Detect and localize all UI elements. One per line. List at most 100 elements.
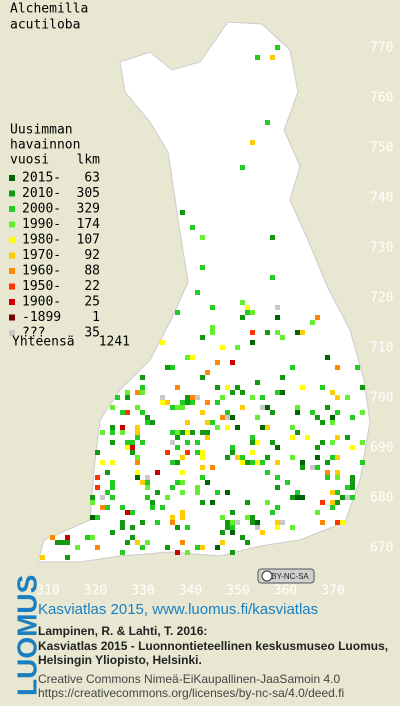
observation-square xyxy=(230,520,235,525)
observation-square xyxy=(200,465,205,470)
y-tick-label: 700 xyxy=(370,391,393,406)
observation-square xyxy=(190,225,195,230)
observation-square xyxy=(290,425,295,430)
observation-square xyxy=(220,415,225,420)
observation-square xyxy=(140,440,145,445)
legend-label: 2015- xyxy=(22,171,61,186)
observation-square xyxy=(230,550,235,555)
legend-label: ??? xyxy=(22,326,45,341)
observation-square xyxy=(300,385,305,390)
observation-square xyxy=(250,395,255,400)
observation-square xyxy=(165,495,170,500)
observation-square xyxy=(170,440,175,445)
observation-square xyxy=(295,495,300,500)
observation-square xyxy=(245,305,250,310)
observation-square xyxy=(275,390,280,395)
observation-square xyxy=(225,385,230,390)
observation-square xyxy=(350,415,355,420)
observation-square xyxy=(110,460,115,465)
observation-square xyxy=(325,405,330,410)
observation-square xyxy=(320,500,325,505)
legend-header: vuosi xyxy=(10,153,49,168)
observation-square xyxy=(180,540,185,545)
observation-square xyxy=(170,520,175,525)
observation-square xyxy=(140,410,145,415)
observation-square xyxy=(210,330,215,335)
observation-square xyxy=(95,450,100,455)
observation-square xyxy=(260,405,265,410)
observation-square xyxy=(240,460,245,465)
observation-square xyxy=(140,520,145,525)
observation-square xyxy=(320,520,325,525)
observation-square xyxy=(170,460,175,465)
observation-square xyxy=(240,300,245,305)
observation-square xyxy=(180,210,185,215)
legend-header: Uusimman xyxy=(10,123,73,138)
observation-square xyxy=(340,520,345,525)
observation-square xyxy=(345,495,350,500)
legend-swatch xyxy=(9,175,15,181)
observation-square xyxy=(130,440,135,445)
observation-square xyxy=(220,530,225,535)
observation-square xyxy=(255,440,260,445)
observation-square xyxy=(310,410,315,415)
legend-label: 1900- xyxy=(22,295,61,310)
observation-square xyxy=(40,555,45,560)
legend-count: 305 xyxy=(77,186,100,201)
observation-square xyxy=(115,395,120,400)
observation-square xyxy=(215,360,220,365)
observation-square xyxy=(250,460,255,465)
observation-square xyxy=(335,365,340,370)
observation-square xyxy=(180,400,185,405)
observation-square xyxy=(195,440,200,445)
observation-square xyxy=(180,490,185,495)
observation-square xyxy=(245,515,250,520)
observation-square xyxy=(170,365,175,370)
legend-swatch xyxy=(9,237,15,243)
headline: Kasviatlas 2015, www.luomus.fi/kasviatla… xyxy=(38,601,318,618)
license: https://creativecommons.org/licenses/by-… xyxy=(38,686,344,700)
observation-square xyxy=(50,535,55,540)
observation-square xyxy=(310,465,315,470)
citation: Kasviatlas 2015 - Luonnontieteellinen ke… xyxy=(38,639,388,653)
observation-square xyxy=(230,390,235,395)
observation-square xyxy=(170,485,175,490)
observation-square xyxy=(215,545,220,550)
observation-square xyxy=(330,420,335,425)
observation-square xyxy=(215,400,220,405)
observation-square xyxy=(95,485,100,490)
observation-square xyxy=(120,425,125,430)
legend-swatch xyxy=(9,330,15,336)
observation-square xyxy=(95,475,100,480)
observation-square xyxy=(300,460,305,465)
observation-square xyxy=(240,390,245,395)
observation-square xyxy=(235,520,240,525)
observation-square xyxy=(165,365,170,370)
observation-square xyxy=(240,405,245,410)
observation-square xyxy=(100,460,105,465)
observation-square xyxy=(55,540,60,545)
observation-square xyxy=(215,425,220,430)
observation-square xyxy=(335,500,340,505)
observation-square xyxy=(170,430,175,435)
observation-square xyxy=(250,330,255,335)
cc-icon xyxy=(261,570,273,582)
observation-square xyxy=(180,480,185,485)
observation-square xyxy=(200,410,205,415)
x-tick-label: 330 xyxy=(131,584,154,599)
observation-square xyxy=(325,460,330,465)
legend-header: lkm xyxy=(77,153,101,168)
observation-square xyxy=(140,385,145,390)
observation-square xyxy=(135,470,140,475)
observation-square xyxy=(355,365,360,370)
observation-square xyxy=(205,420,210,425)
observation-square xyxy=(120,410,125,415)
legend-swatch xyxy=(9,314,15,321)
y-tick-label: 750 xyxy=(370,141,393,156)
observation-square xyxy=(360,460,365,465)
observation-square xyxy=(120,430,125,435)
observation-square xyxy=(335,470,340,475)
observation-square xyxy=(135,425,140,430)
observation-square xyxy=(290,455,295,460)
observation-square xyxy=(125,445,130,450)
